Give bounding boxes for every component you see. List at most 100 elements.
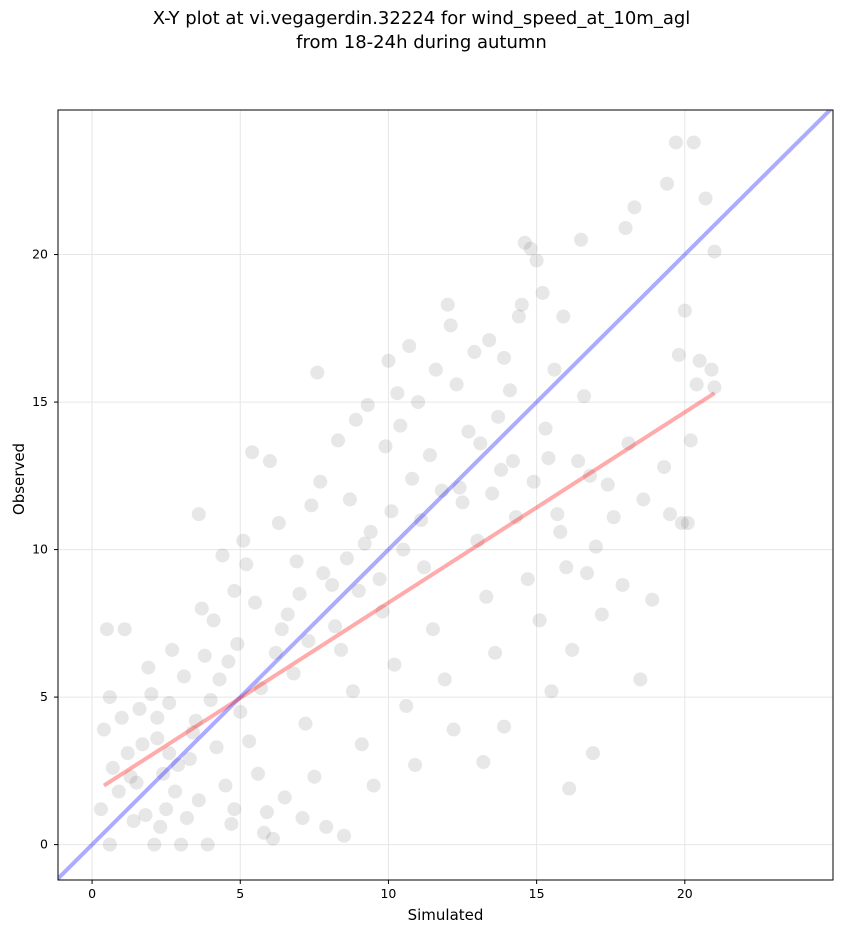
data-point xyxy=(191,793,206,808)
data-point xyxy=(381,353,396,368)
x-tick-label: 0 xyxy=(88,886,96,901)
data-point xyxy=(428,362,443,377)
x-tick-label: 10 xyxy=(380,886,396,901)
data-point xyxy=(221,654,236,669)
y-axis-label: Observed xyxy=(10,442,28,516)
data-point xyxy=(434,483,449,498)
data-point xyxy=(212,672,227,687)
data-point xyxy=(689,377,704,392)
data-point xyxy=(562,781,577,796)
data-point xyxy=(307,769,322,784)
data-point xyxy=(144,687,159,702)
data-point xyxy=(565,642,580,657)
data-point xyxy=(239,557,254,572)
identity-line xyxy=(58,110,833,880)
data-point xyxy=(488,645,503,660)
data-point xyxy=(96,722,111,737)
data-point xyxy=(334,642,349,657)
data-point xyxy=(387,657,402,672)
data-point xyxy=(117,622,132,637)
data-point xyxy=(168,784,183,799)
data-point xyxy=(135,737,150,752)
data-point xyxy=(680,516,695,531)
data-point xyxy=(529,253,544,268)
data-point xyxy=(185,725,200,740)
x-tick-label: 20 xyxy=(677,886,693,901)
data-point xyxy=(660,176,675,191)
data-point xyxy=(224,816,239,831)
data-point xyxy=(153,819,168,834)
data-point xyxy=(182,752,197,767)
data-point xyxy=(345,684,360,699)
data-point xyxy=(677,303,692,318)
data-point xyxy=(674,516,689,531)
data-point xyxy=(452,480,467,495)
data-point xyxy=(366,778,381,793)
data-point xyxy=(535,285,550,300)
data-point xyxy=(292,586,307,601)
grid xyxy=(58,110,833,880)
data-point xyxy=(150,731,165,746)
data-point xyxy=(405,471,420,486)
data-point xyxy=(446,722,461,737)
data-point xyxy=(301,634,316,649)
data-point xyxy=(206,613,221,628)
data-point xyxy=(339,551,354,566)
x-axis-label: Simulated xyxy=(407,906,484,924)
data-point xyxy=(455,495,470,510)
data-point xyxy=(491,409,506,424)
data-point xyxy=(422,448,437,463)
data-point xyxy=(547,362,562,377)
data-point xyxy=(171,757,186,772)
data-point xyxy=(277,790,292,805)
data-point xyxy=(704,362,719,377)
data-point xyxy=(574,232,589,247)
data-point xyxy=(259,805,274,820)
data-point xyxy=(470,533,485,548)
x-tick-label: 5 xyxy=(236,886,244,901)
data-point xyxy=(336,828,351,843)
data-point xyxy=(126,813,141,828)
points-layer xyxy=(93,135,722,852)
data-point xyxy=(102,690,117,705)
data-point xyxy=(520,572,535,587)
data-point xyxy=(102,837,117,852)
data-point xyxy=(230,636,245,651)
data-point xyxy=(585,746,600,761)
data-point xyxy=(686,135,701,150)
data-point xyxy=(245,445,260,460)
data-point xyxy=(633,672,648,687)
data-point xyxy=(698,191,713,206)
data-point xyxy=(497,350,512,365)
data-point xyxy=(707,380,722,395)
data-point xyxy=(411,395,426,410)
chart-title-line2: from 18-24h during autumn xyxy=(296,32,547,53)
data-point xyxy=(618,221,633,236)
data-point xyxy=(218,778,233,793)
data-point xyxy=(511,309,526,324)
data-point xyxy=(242,734,257,749)
y-tick-label: 20 xyxy=(32,247,48,262)
data-point xyxy=(93,802,108,817)
data-point xyxy=(310,365,325,380)
data-point xyxy=(162,746,177,761)
data-point xyxy=(271,516,286,531)
data-point xyxy=(479,589,494,604)
data-point xyxy=(165,642,180,657)
data-point xyxy=(319,819,334,834)
data-point xyxy=(254,681,269,696)
data-point xyxy=(508,510,523,525)
data-point xyxy=(141,660,156,675)
data-point xyxy=(176,669,191,684)
data-point xyxy=(707,244,722,259)
data-point xyxy=(449,377,464,392)
data-point xyxy=(550,507,565,522)
data-point xyxy=(582,468,597,483)
data-point xyxy=(482,333,497,348)
data-point xyxy=(577,389,592,404)
data-point xyxy=(328,619,343,634)
regression-line xyxy=(102,391,716,788)
data-point xyxy=(227,583,242,598)
data-point xyxy=(354,737,369,752)
